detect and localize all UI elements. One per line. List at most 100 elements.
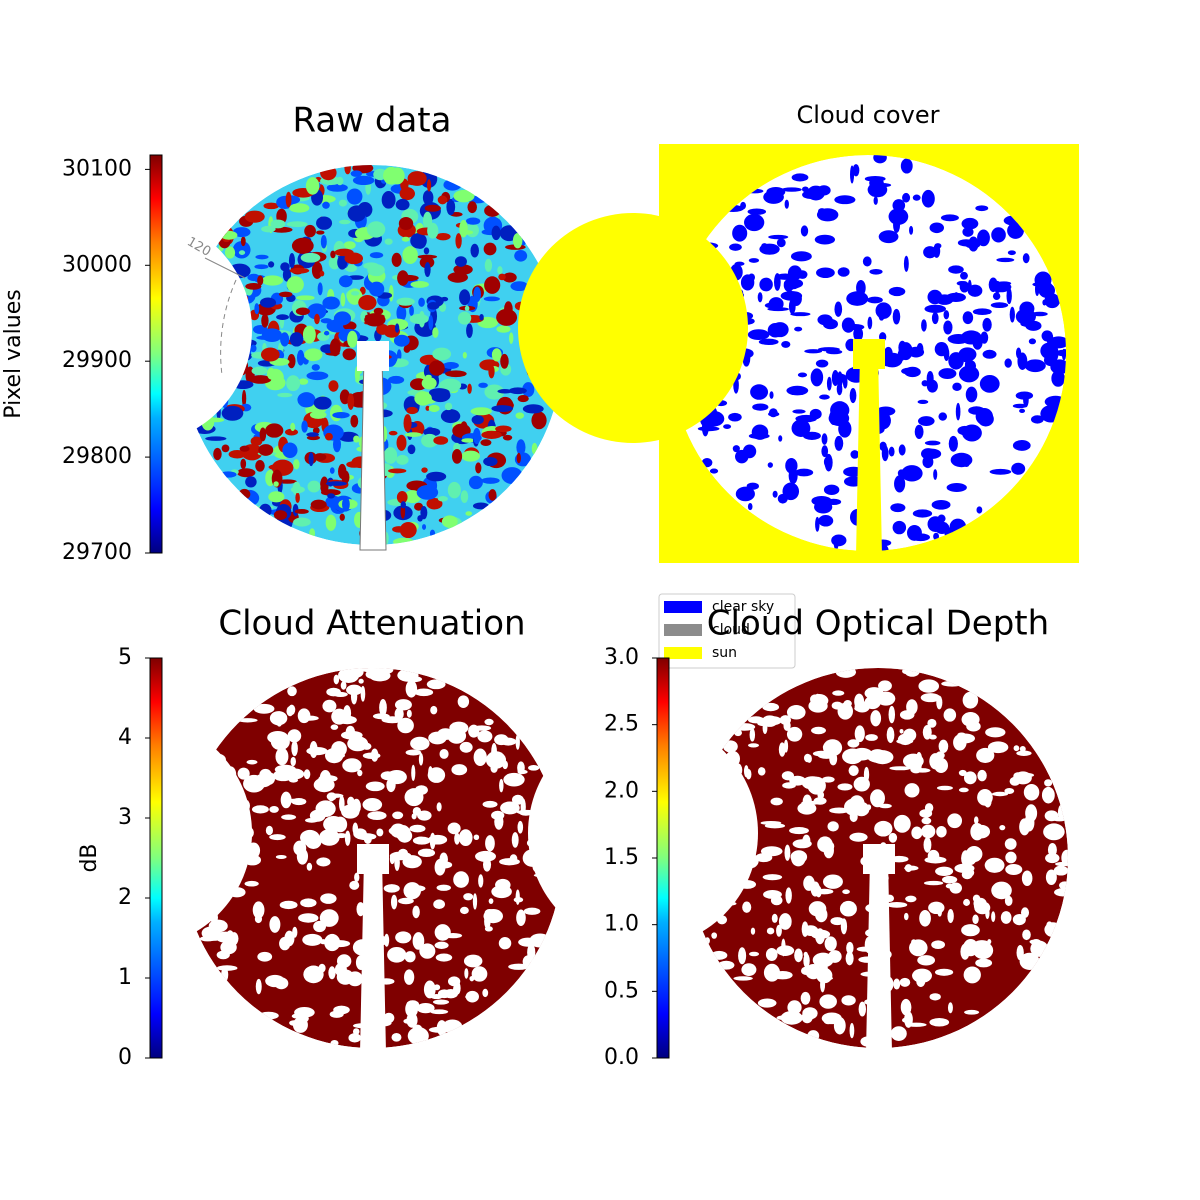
sky-blob bbox=[765, 947, 778, 962]
sky-blob bbox=[802, 794, 812, 809]
sky-blob bbox=[267, 367, 275, 380]
sky-blob bbox=[1012, 440, 1031, 451]
sky-blob bbox=[800, 225, 809, 237]
field-notch bbox=[528, 718, 758, 948]
sky-blob bbox=[909, 225, 914, 235]
sky-blob bbox=[320, 234, 327, 249]
sky-blob bbox=[769, 391, 774, 399]
sky-blob bbox=[976, 506, 983, 514]
sky-blob bbox=[251, 366, 268, 376]
sky-blob bbox=[404, 951, 416, 963]
sky-blob bbox=[345, 264, 357, 272]
sky-blob bbox=[866, 296, 883, 304]
sky-blob bbox=[845, 951, 854, 966]
sky-blob bbox=[287, 686, 297, 697]
sky-blob bbox=[276, 314, 289, 321]
sky-blob bbox=[523, 907, 541, 915]
sky-blob bbox=[317, 282, 323, 296]
sky-blob bbox=[462, 351, 467, 359]
sky-blob bbox=[920, 448, 936, 460]
sky-blob bbox=[449, 721, 469, 735]
sky-blob bbox=[291, 237, 314, 254]
sky-blob bbox=[250, 344, 257, 353]
sky-blob bbox=[337, 463, 347, 479]
sky-blob bbox=[963, 898, 970, 906]
sky-blob bbox=[911, 826, 923, 840]
sky-blob bbox=[352, 822, 359, 835]
sky-blob bbox=[237, 468, 256, 478]
sky-blob bbox=[785, 887, 792, 904]
sky-blob bbox=[743, 765, 749, 778]
sky-blob bbox=[940, 214, 959, 222]
sky-blob bbox=[1034, 282, 1040, 296]
sky-blob bbox=[320, 165, 337, 181]
sky-blob bbox=[484, 718, 494, 726]
sky-blob bbox=[959, 281, 970, 293]
sky-blob bbox=[491, 348, 502, 362]
sky-blob bbox=[923, 880, 944, 886]
sky-blob bbox=[396, 491, 408, 504]
sky-blob bbox=[365, 781, 385, 792]
sky-blob bbox=[259, 297, 277, 308]
sky-blob bbox=[244, 880, 259, 887]
sky-blob bbox=[329, 467, 335, 474]
sky-blob bbox=[340, 681, 347, 690]
sky-blob bbox=[946, 483, 967, 492]
sky-blob bbox=[410, 232, 427, 249]
sky-blob bbox=[436, 884, 451, 891]
sky-blob bbox=[822, 874, 843, 889]
sky-blob bbox=[512, 232, 523, 249]
sky-blob bbox=[531, 411, 547, 430]
sky-blob bbox=[828, 410, 850, 426]
sky-blob bbox=[936, 825, 947, 838]
sky-blob bbox=[964, 1009, 980, 1015]
sky-blob bbox=[892, 308, 901, 325]
colorbar bbox=[656, 657, 670, 1059]
sky-blob bbox=[251, 805, 269, 814]
sky-blob bbox=[259, 503, 272, 518]
sky-blob bbox=[757, 998, 777, 1008]
sky-blob bbox=[396, 454, 409, 465]
sky-blob bbox=[888, 286, 906, 297]
sky-blob bbox=[320, 893, 337, 904]
sky-blob bbox=[771, 322, 789, 338]
sky-blob bbox=[990, 302, 1009, 309]
sky-blob bbox=[429, 388, 450, 397]
sky-blob bbox=[295, 492, 300, 504]
sky-blob bbox=[905, 1022, 927, 1027]
sky-blob bbox=[511, 794, 524, 805]
sky-blob bbox=[960, 330, 982, 345]
sky-blob bbox=[947, 1002, 953, 1014]
legend-label: sun bbox=[712, 645, 737, 661]
sky-blob bbox=[509, 332, 514, 344]
sky-blob bbox=[284, 428, 299, 436]
sky-blob bbox=[516, 439, 526, 456]
sky-blob bbox=[916, 343, 924, 355]
sky-blob bbox=[387, 375, 405, 384]
colorbar-label: dB bbox=[77, 843, 102, 872]
sky-blob bbox=[459, 741, 473, 753]
sky-blob bbox=[396, 349, 402, 362]
sky-blob bbox=[453, 189, 475, 203]
sky-blob bbox=[484, 276, 501, 294]
sky-blob bbox=[419, 943, 436, 959]
sky-blob bbox=[531, 442, 538, 455]
sky-blob bbox=[762, 702, 780, 712]
sky-blob bbox=[318, 963, 326, 973]
sky-blob bbox=[917, 955, 936, 966]
sky-blob bbox=[340, 292, 346, 307]
sky-blob bbox=[973, 824, 991, 839]
sky-blob bbox=[333, 1005, 350, 1015]
sky-blob bbox=[340, 730, 363, 740]
sun-shade bbox=[357, 844, 389, 874]
colorbar-tick-label: 5 bbox=[118, 645, 132, 670]
sky-blob bbox=[432, 999, 450, 1005]
sky-blob bbox=[338, 275, 353, 288]
sky-blob bbox=[426, 471, 447, 482]
sky-blob bbox=[414, 391, 432, 406]
sky-blob bbox=[296, 349, 305, 366]
sky-blob bbox=[516, 452, 521, 464]
sky-blob bbox=[985, 727, 1006, 738]
sky-blob bbox=[943, 320, 953, 335]
sky-blob bbox=[515, 412, 524, 419]
